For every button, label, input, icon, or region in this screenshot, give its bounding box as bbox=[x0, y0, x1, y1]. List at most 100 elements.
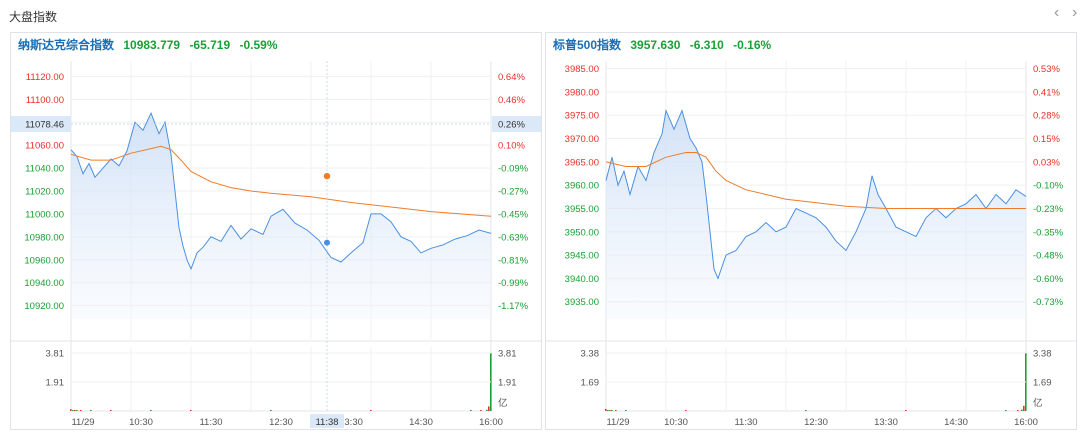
x-tick: 11:30 bbox=[734, 417, 757, 428]
volume-bar bbox=[270, 410, 272, 411]
y-tick-right: -0.10% bbox=[1033, 181, 1064, 192]
average-price-line[interactable] bbox=[70, 145, 492, 217]
index-change: -6.310 bbox=[689, 38, 724, 52]
average-price-line[interactable] bbox=[605, 152, 1026, 209]
volume-bar bbox=[625, 410, 627, 411]
x-tick: 14:30 bbox=[409, 417, 433, 428]
crosshair-pct: 0.26% bbox=[498, 120, 525, 131]
crosshair-average-dot bbox=[323, 172, 331, 180]
y-tick-left: 3935.00 bbox=[565, 297, 599, 308]
y-tick-right: -0.27% bbox=[498, 187, 529, 198]
sp500-chart-panel[interactable]: 标普500指数 3957.630 -6.310 -0.16% 3985.00 0.… bbox=[545, 32, 1077, 430]
y-tick-right: 0.53% bbox=[1033, 64, 1060, 75]
crosshair-price-dot bbox=[324, 239, 330, 246]
volume-bar bbox=[480, 410, 482, 411]
x-tick: 12:30 bbox=[269, 417, 293, 428]
x-tick: 11:30 bbox=[199, 417, 222, 428]
y-tick-right: -0.35% bbox=[1033, 227, 1064, 238]
index-change-pct: -0.16% bbox=[733, 38, 772, 52]
prev-arrow-icon[interactable]: ‹ bbox=[1054, 4, 1060, 21]
y-tick-left: 3955.00 bbox=[565, 204, 599, 215]
volume-tick-left: 3.81 bbox=[46, 349, 65, 360]
price-chart-svg[interactable]: 3985.00 0.53% 3980.00 0.41% 3975.00 0.28% 3970… bbox=[546, 33, 1076, 429]
y-tick-right: 0.28% bbox=[1033, 111, 1060, 122]
y-tick-right: -0.73% bbox=[1033, 297, 1064, 308]
y-tick-left: 3945.00 bbox=[565, 251, 599, 262]
crosshair-value: 11078.46 bbox=[25, 120, 64, 131]
volume-bar bbox=[486, 409, 488, 411]
y-tick-right: -0.60% bbox=[1033, 274, 1064, 285]
section-title: 大盘指数 bbox=[9, 10, 58, 24]
index-name[interactable]: 标普500指数 bbox=[553, 38, 622, 52]
volume-bar bbox=[470, 410, 472, 411]
volume-bar bbox=[611, 410, 613, 411]
volume-tick-right: 3.38 bbox=[1033, 349, 1052, 360]
price-chart-svg[interactable]: 11120.000.64%11100.000.46%11080.000.28%1… bbox=[11, 33, 541, 429]
volume-bar bbox=[74, 410, 76, 411]
y-tick-right: 0.10% bbox=[498, 141, 525, 152]
y-tick-right: -0.81% bbox=[498, 255, 529, 266]
x-tick: 11/29 bbox=[606, 417, 629, 428]
volume-unit-label: 亿 bbox=[1033, 397, 1043, 409]
nasdaq-chart-panel[interactable]: 纳斯达克综合指数 10983.779 -65.719 -0.59% 11120.… bbox=[10, 32, 542, 430]
y-tick-left: 10920.00 bbox=[24, 301, 64, 312]
crosshair-time-badge bbox=[310, 414, 344, 428]
y-tick-left: 3975.00 bbox=[565, 111, 599, 122]
volume-bar bbox=[150, 410, 152, 411]
volume-bar bbox=[905, 410, 907, 411]
y-tick-left: 10940.00 bbox=[24, 278, 64, 289]
y-tick-left: 3970.00 bbox=[565, 134, 599, 145]
x-tick: 10:30 bbox=[664, 417, 688, 428]
x-tick: 11/29 bbox=[71, 417, 94, 428]
index-change-pct: -0.59% bbox=[239, 38, 278, 52]
x-tick: 12:30 bbox=[804, 417, 828, 428]
price-line[interactable] bbox=[70, 111, 492, 271]
volume-bar bbox=[1021, 409, 1023, 411]
volume-bar bbox=[80, 410, 82, 411]
price-line[interactable] bbox=[605, 108, 1027, 280]
price-area bbox=[606, 110, 1026, 319]
volume-bar bbox=[70, 409, 72, 411]
volume-bar bbox=[615, 410, 617, 411]
volume-bar bbox=[609, 410, 611, 411]
y-tick-left: 10980.00 bbox=[24, 232, 64, 243]
price-area bbox=[71, 113, 491, 319]
y-tick-right: 0.03% bbox=[1033, 157, 1060, 168]
y-tick-left: 3950.00 bbox=[565, 227, 599, 238]
x-tick: 14:30 bbox=[944, 417, 968, 428]
volume-bar bbox=[190, 410, 192, 411]
y-tick-right: 0.46% bbox=[498, 95, 525, 106]
volume-bar bbox=[72, 410, 74, 411]
index-change: -65.719 bbox=[189, 38, 231, 52]
volume-bar bbox=[90, 410, 92, 411]
volume-bar bbox=[605, 408, 607, 411]
y-tick-right: 0.15% bbox=[1033, 134, 1060, 145]
volume-tick-left: 1.69 bbox=[581, 378, 600, 389]
y-tick-left: 11060.00 bbox=[25, 141, 64, 152]
x-tick: 13:30 bbox=[874, 417, 898, 428]
chart-header: 纳斯达克综合指数 10983.779 -65.719 -0.59% bbox=[11, 33, 541, 57]
y-tick-right: -0.63% bbox=[498, 232, 529, 243]
y-tick-right: -0.48% bbox=[1033, 251, 1064, 262]
y-tick-left: 11040.00 bbox=[25, 164, 64, 175]
volume-tick-right: 1.91 bbox=[498, 377, 517, 388]
volume-bar bbox=[1017, 410, 1019, 411]
volume-bar bbox=[110, 410, 112, 411]
next-arrow-icon[interactable]: › bbox=[1072, 4, 1078, 21]
y-tick-left: 11000.00 bbox=[25, 209, 64, 220]
y-tick-right: 0.41% bbox=[1033, 87, 1060, 98]
crosshair-right-badge bbox=[492, 116, 541, 133]
volume-bar bbox=[685, 410, 687, 411]
y-tick-left: 10960.00 bbox=[24, 255, 64, 266]
volume-unit-label: 亿 bbox=[498, 397, 508, 409]
y-tick-right: -0.99% bbox=[498, 278, 529, 289]
y-tick-right: -0.23% bbox=[1033, 204, 1064, 215]
x-tick: 16:00 bbox=[479, 417, 503, 428]
volume-bar bbox=[1023, 405, 1025, 411]
x-tick: 16:00 bbox=[1014, 417, 1038, 428]
volume-tick-right: 3.81 bbox=[498, 349, 517, 360]
volume-tick-left: 1.91 bbox=[46, 377, 65, 388]
volume-bar bbox=[805, 410, 807, 411]
y-tick-left: 3940.00 bbox=[565, 274, 599, 285]
index-name[interactable]: 纳斯达克综合指数 bbox=[18, 38, 115, 52]
